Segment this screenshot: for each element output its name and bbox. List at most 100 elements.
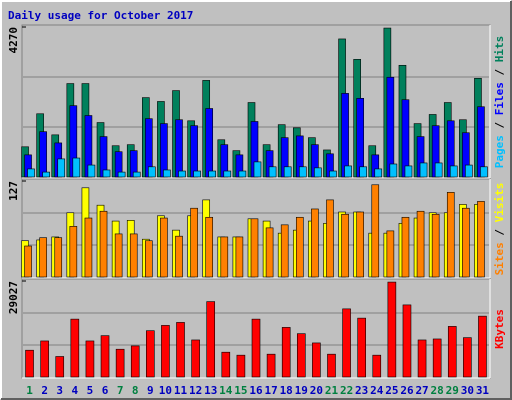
bar xyxy=(447,326,457,378)
bar xyxy=(39,237,47,278)
x-tick-label: 28 xyxy=(431,384,444,397)
bar xyxy=(314,167,322,178)
bar xyxy=(478,315,487,378)
bar xyxy=(416,210,425,278)
bar xyxy=(238,170,247,178)
bar xyxy=(160,217,168,278)
bar xyxy=(371,184,380,278)
bar xyxy=(387,281,397,378)
bar xyxy=(253,161,262,178)
x-tick-label: 17 xyxy=(264,384,277,397)
legend-entry: Files xyxy=(493,82,506,115)
legend-entry: Hits xyxy=(493,36,506,63)
x-tick-label: 27 xyxy=(415,384,428,397)
bar xyxy=(40,340,49,378)
bar xyxy=(117,171,126,178)
x-tick-label: 10 xyxy=(159,384,172,397)
bar xyxy=(69,226,78,278)
bar xyxy=(434,162,443,178)
x-tick-label: 5 xyxy=(87,384,94,397)
x-tick-label: 9 xyxy=(147,384,154,397)
bar xyxy=(357,317,366,378)
bar xyxy=(115,348,125,378)
bar xyxy=(477,201,485,278)
legend-entry: Visits xyxy=(493,183,506,223)
bar xyxy=(402,304,412,378)
bar xyxy=(176,322,185,378)
bar xyxy=(205,108,214,178)
bar xyxy=(161,325,170,378)
bar xyxy=(359,166,367,178)
bar xyxy=(221,351,231,378)
bar xyxy=(25,349,34,378)
x-tick-label: 26 xyxy=(400,384,414,397)
bar xyxy=(401,216,410,278)
x-tick-label: 4 xyxy=(72,384,79,397)
bar xyxy=(298,166,307,178)
bar xyxy=(208,170,217,178)
legend-separator: / xyxy=(493,62,506,82)
x-tick-label: 22 xyxy=(340,384,353,397)
bar xyxy=(432,338,442,378)
bar xyxy=(480,166,488,178)
bar xyxy=(356,211,364,278)
bar xyxy=(268,166,277,178)
bar xyxy=(24,245,32,278)
bar xyxy=(85,340,95,378)
bar xyxy=(54,237,63,278)
x-tick-label: 19 xyxy=(295,384,308,397)
bar xyxy=(102,169,111,178)
bar xyxy=(223,170,232,178)
bar xyxy=(311,208,319,278)
bar xyxy=(374,168,383,178)
bar xyxy=(463,337,472,378)
bar xyxy=(39,131,47,178)
x-tick-label: 20 xyxy=(310,384,323,397)
x-tick-label: 13 xyxy=(204,384,217,397)
x-tick-label: 12 xyxy=(189,384,202,397)
x-tick-label: 23 xyxy=(355,384,368,397)
x-tick-label: 6 xyxy=(102,384,109,397)
bar xyxy=(132,171,141,178)
bar xyxy=(283,166,292,178)
bar xyxy=(281,327,291,378)
bar xyxy=(190,207,198,278)
bar xyxy=(465,164,473,178)
legend: Pages / Files / Hits xyxy=(493,36,506,169)
legend: KBytes xyxy=(493,309,506,349)
bar xyxy=(386,230,395,278)
legend: Sites / Visits xyxy=(493,183,506,276)
legend-entry: KBytes xyxy=(493,309,506,349)
bar xyxy=(296,333,306,378)
x-tick-label: 15 xyxy=(234,384,247,397)
bar xyxy=(178,170,186,178)
y-tick-label: 127 xyxy=(7,181,20,201)
bar xyxy=(84,217,93,278)
bar xyxy=(431,213,440,278)
x-tick-label: 11 xyxy=(174,384,188,397)
bar xyxy=(477,106,485,178)
bar xyxy=(250,218,259,278)
bar xyxy=(280,224,289,278)
bar xyxy=(356,98,364,178)
bar xyxy=(372,354,382,378)
legend-separator: / xyxy=(493,115,506,135)
bar xyxy=(148,166,156,178)
x-tick-label: 30 xyxy=(461,384,474,397)
bar xyxy=(87,164,96,178)
bar xyxy=(205,216,214,278)
bar xyxy=(265,227,274,278)
x-tick-label: 16 xyxy=(249,384,263,397)
bar xyxy=(55,356,65,378)
bar xyxy=(70,318,80,378)
x-tick-label: 18 xyxy=(280,384,293,397)
bar xyxy=(146,330,155,378)
bar xyxy=(175,119,183,178)
bar xyxy=(342,308,351,378)
x-tick-label: 24 xyxy=(370,384,384,397)
chart-title: Daily usage for October 2017 xyxy=(8,9,193,22)
bar xyxy=(327,353,336,378)
bar xyxy=(236,354,246,378)
